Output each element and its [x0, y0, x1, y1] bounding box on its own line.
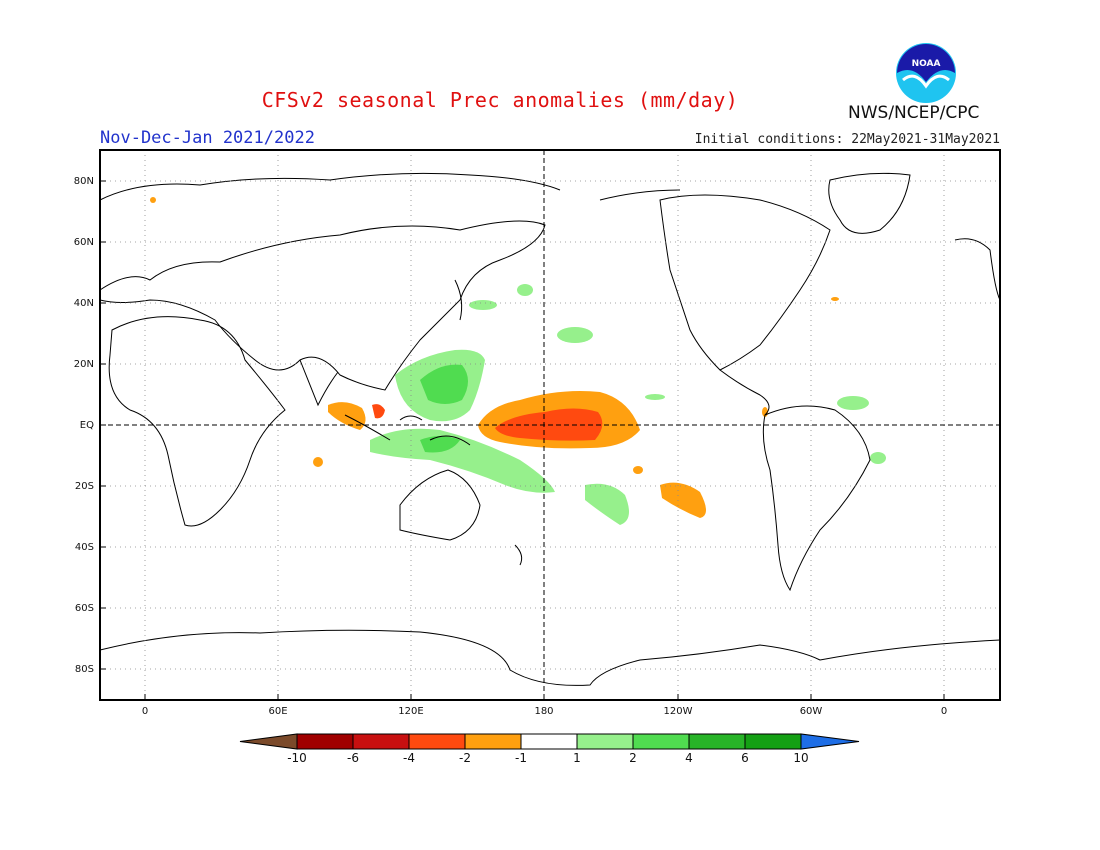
- colorbar-label: 2: [629, 751, 637, 765]
- map-title: CFSv2 seasonal Prec anomalies (mm/day): [261, 88, 739, 112]
- antarctica-coast: [99, 629, 1001, 686]
- colorbar-arrow-high: [800, 733, 860, 750]
- lat-label: 60S: [75, 603, 94, 614]
- colorbar-swatch: [352, 733, 410, 750]
- dry-anomaly-south-pacific: [660, 482, 706, 518]
- australia-coast: [399, 469, 481, 541]
- colorbar-swatch: [576, 733, 634, 750]
- lat-axis: 80N 60N 40N 20N EQ 20S 40S 60S 80S: [74, 176, 106, 675]
- strong-wet-west-pacific: [420, 364, 468, 404]
- colorbar-label: 10: [793, 751, 808, 765]
- lon-label: 120E: [398, 706, 423, 717]
- colorbar-swatch: [408, 733, 466, 750]
- eurasia-coast: [99, 220, 546, 391]
- colorbar-swatch: [520, 733, 578, 750]
- initial-conditions: Initial conditions: 22May2021-31May2021: [694, 132, 1000, 147]
- lon-label: 0: [142, 706, 148, 717]
- wet-anomaly-south-pacific: [585, 483, 629, 525]
- noaa-logo: NOAA: [896, 43, 956, 103]
- north-america-coast: [659, 194, 831, 371]
- lat-label: 20N: [74, 359, 94, 370]
- greenland-coast: [828, 172, 911, 234]
- lat-label: 60N: [74, 237, 94, 248]
- logo-text: NOAA: [912, 59, 941, 69]
- colorbar: -10 -6 -4 -2 -1 1 2 4 6 10: [239, 733, 860, 765]
- colorbar-label: -2: [459, 751, 471, 765]
- agency-label: NWS/NCEP/CPC: [848, 103, 980, 123]
- wet-anomaly-maritime: [370, 428, 555, 493]
- lon-label: 60W: [800, 706, 823, 717]
- colorbar-label: -10: [287, 751, 307, 765]
- colorbar-label: 6: [741, 751, 749, 765]
- lat-label: 20S: [75, 481, 94, 492]
- colorbar-label: -1: [515, 751, 527, 765]
- colorbar-swatch: [688, 733, 746, 750]
- lon-axis: 0 60E 120E 180 120W 60W 0: [142, 694, 947, 717]
- colorbar-label: -6: [347, 751, 359, 765]
- colorbar-swatch: [296, 733, 354, 750]
- south-america-coast: [762, 405, 871, 592]
- forecast-period: Nov-Dec-Jan 2021/2022: [100, 128, 315, 148]
- lat-label: 40N: [74, 298, 94, 309]
- lat-label: 80N: [74, 176, 94, 187]
- lat-label: 40S: [75, 542, 94, 553]
- lon-label: 120W: [664, 706, 693, 717]
- colorbar-label: 4: [685, 751, 693, 765]
- lat-label: 80S: [75, 664, 94, 675]
- wet-spot-maritime: [420, 436, 460, 453]
- strong-dry-sumatra: [372, 404, 385, 419]
- lon-label: 60E: [268, 706, 287, 717]
- lat-label: EQ: [80, 420, 94, 431]
- colorbar-swatch: [632, 733, 690, 750]
- colorbar-arrow-low: [239, 733, 298, 750]
- colorbar-swatch: [744, 733, 802, 750]
- lon-label: 0: [941, 706, 947, 717]
- coastlines: [99, 172, 1001, 686]
- africa-coast: [108, 316, 286, 527]
- lon-label: 180: [534, 706, 553, 717]
- colorbar-label: 1: [573, 751, 581, 765]
- colorbar-swatch: [464, 733, 522, 750]
- colorbar-label: -4: [403, 751, 415, 765]
- india-coast: [299, 359, 339, 407]
